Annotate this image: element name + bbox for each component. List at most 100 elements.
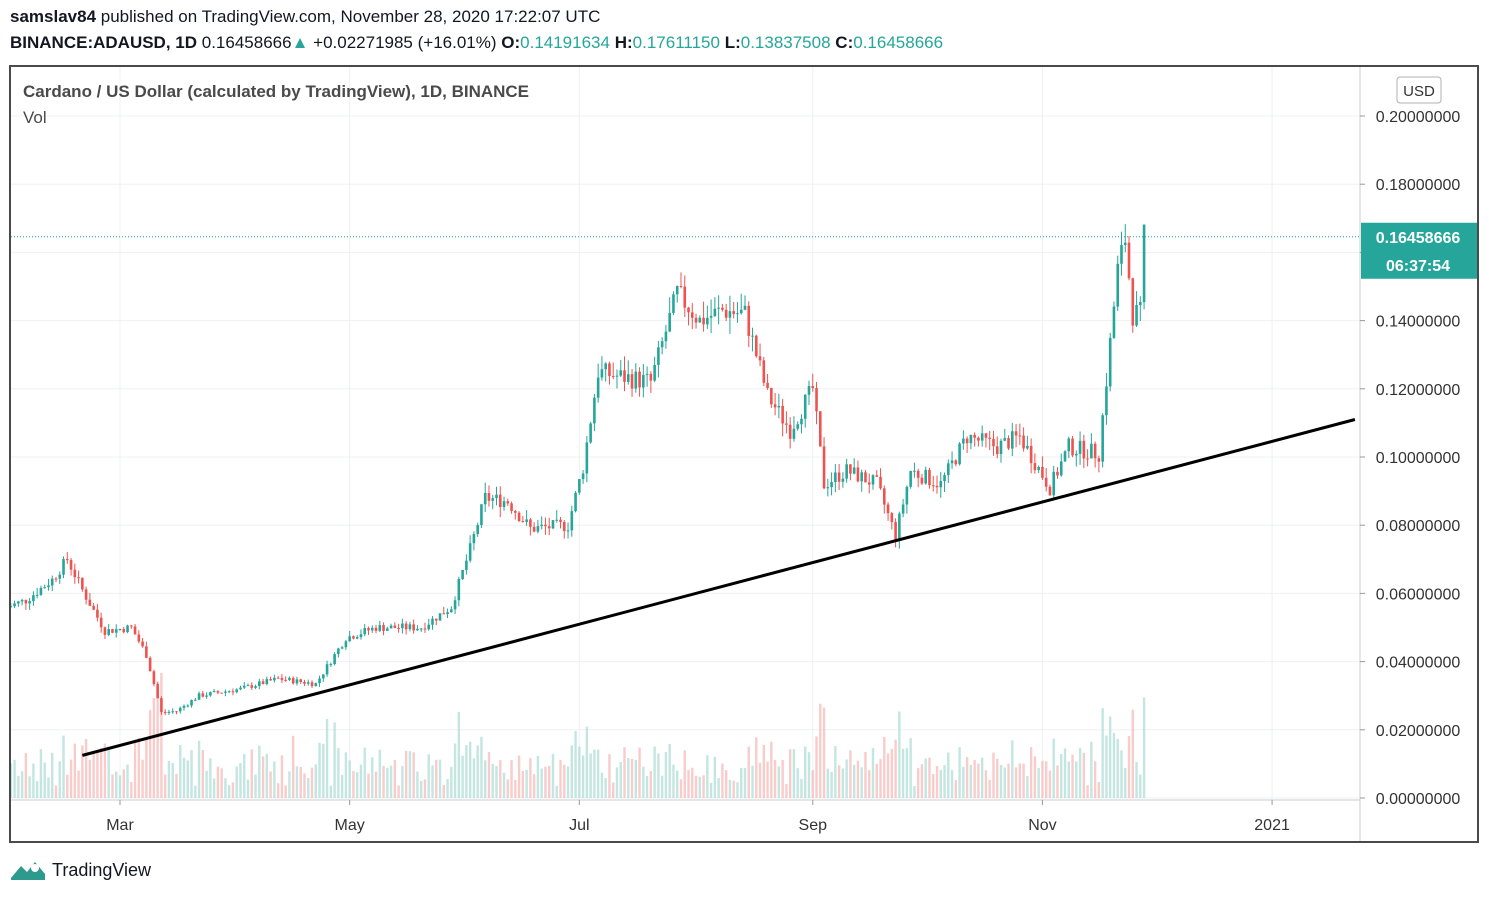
volume-bar	[932, 774, 935, 798]
volume-bar	[977, 763, 980, 798]
candle-body	[928, 469, 931, 486]
volume-bar	[713, 756, 717, 798]
candle-body	[24, 599, 28, 604]
volume-bar	[905, 748, 909, 798]
price-tick-label: 0.02000000	[1376, 723, 1461, 740]
tradingview-footer[interactable]: TradingView	[10, 858, 151, 882]
candle-body	[242, 685, 246, 688]
volume-bar	[115, 771, 118, 798]
price-axis[interactable]: 0.200000000.180000000.160000000.14000000…	[1360, 109, 1460, 808]
volume-bar	[133, 739, 137, 798]
candle-body	[773, 404, 777, 408]
candle-body	[457, 579, 461, 601]
candle-body	[898, 513, 901, 541]
candle-body	[344, 641, 348, 648]
volume-bar	[792, 749, 796, 798]
candle-body	[1131, 278, 1135, 326]
volume-bar	[548, 765, 551, 798]
volume-bar	[156, 681, 159, 798]
volume-bar	[231, 782, 235, 798]
candle-body	[781, 405, 784, 424]
candle-body	[126, 625, 129, 633]
candle-body	[96, 609, 99, 618]
volume-bar	[28, 776, 31, 798]
volume-bar	[634, 759, 638, 798]
volume-bar	[860, 767, 863, 798]
volume-bar	[901, 748, 905, 798]
chart-panel[interactable]: 0.200000000.180000000.160000000.14000000…	[9, 65, 1479, 843]
candle-body	[1097, 458, 1101, 462]
volume-bar	[702, 775, 705, 798]
price-chart[interactable]: 0.200000000.180000000.160000000.14000000…	[11, 67, 1477, 841]
volume-bar	[182, 757, 186, 798]
candle-body	[905, 486, 909, 505]
candle-body	[867, 482, 871, 485]
candle-body	[623, 370, 626, 382]
candle-body	[152, 671, 156, 685]
volume-bar	[822, 707, 826, 798]
volume-bar	[84, 738, 88, 798]
candle-body	[882, 488, 886, 505]
volume-bar	[194, 785, 197, 798]
candle-body	[664, 331, 668, 342]
candles	[11, 224, 1146, 716]
candle-body	[122, 629, 126, 633]
candle-body	[1116, 263, 1120, 307]
volume-bar	[935, 766, 939, 798]
volume-bar	[1139, 774, 1142, 798]
candle-body	[1063, 451, 1067, 462]
volume-bar	[148, 710, 152, 798]
volume-bar	[77, 770, 80, 798]
candle-body	[408, 624, 412, 630]
candle-body	[593, 397, 596, 424]
candle-body	[175, 711, 178, 713]
trendline[interactable]	[81, 418, 1356, 757]
candle-body	[886, 504, 890, 514]
candle-body	[65, 559, 69, 561]
volume-bar	[220, 768, 223, 798]
candle-body	[1059, 461, 1063, 476]
volume-bar	[386, 767, 389, 798]
candle-body	[958, 443, 961, 465]
volume-bar	[58, 761, 61, 798]
volume-bar	[743, 767, 747, 798]
time-axis[interactable]: Mar May Jul Sep Nov 2021	[106, 800, 1290, 834]
volume-bar	[698, 776, 702, 798]
volume-bar	[864, 752, 867, 798]
volume-bar	[521, 771, 525, 798]
volume-bar	[766, 761, 769, 798]
candle-body	[950, 460, 954, 464]
candle-body	[423, 628, 427, 630]
candle-body	[231, 691, 235, 693]
candle-body	[585, 442, 589, 474]
volume-bar	[623, 747, 626, 798]
candle-body	[690, 312, 694, 318]
candle-body	[337, 648, 340, 655]
volume-bar	[536, 755, 540, 798]
volume-bar	[676, 770, 679, 798]
candle-body	[758, 356, 762, 361]
volume-bar	[284, 785, 287, 798]
candle-body	[792, 428, 796, 439]
volume-bar	[728, 779, 732, 798]
candle-body	[1007, 438, 1010, 449]
currency-button[interactable]: USD	[1396, 76, 1442, 104]
volume-bar	[758, 762, 762, 798]
volume-bar	[427, 754, 430, 798]
volume-bar	[1026, 776, 1029, 798]
candle-body	[1044, 477, 1048, 487]
candle-body	[450, 609, 453, 613]
candle-body	[472, 534, 476, 544]
candle-body	[626, 374, 630, 382]
candle-body	[107, 629, 111, 635]
volume-bar	[24, 753, 28, 798]
volume-bar	[615, 767, 619, 798]
candle-body	[291, 677, 295, 684]
candle-body	[129, 625, 133, 627]
low-value: 0.13837508	[740, 33, 831, 52]
volume-bar	[962, 766, 965, 798]
volume-bar	[438, 759, 442, 798]
volume-bar	[348, 760, 351, 798]
candle-body	[943, 475, 946, 482]
candle-body	[864, 472, 867, 483]
